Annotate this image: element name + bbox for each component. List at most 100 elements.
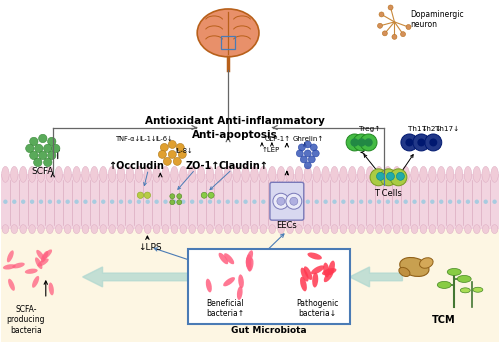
Circle shape [386,200,390,204]
Text: Pathogenic
bacteria↓: Pathogenic bacteria↓ [296,299,339,318]
Ellipse shape [206,166,214,182]
Circle shape [425,134,442,151]
Ellipse shape [10,166,18,182]
Circle shape [286,193,302,209]
Circle shape [341,200,345,204]
Ellipse shape [296,225,302,234]
Ellipse shape [118,225,124,234]
Ellipse shape [25,269,38,274]
Circle shape [332,200,336,204]
Circle shape [84,200,87,204]
Circle shape [388,5,393,10]
Ellipse shape [64,166,72,182]
Text: IL-6↓: IL-6↓ [156,137,173,142]
Circle shape [314,200,319,204]
Ellipse shape [428,166,436,182]
Ellipse shape [224,225,231,234]
Ellipse shape [250,166,258,182]
Ellipse shape [376,225,382,234]
Text: IL-8↓: IL-8↓ [176,149,193,154]
Text: T Cells: T Cells [374,189,402,198]
Text: TNF-α↓: TNF-α↓ [116,137,140,142]
Ellipse shape [251,225,258,234]
Circle shape [310,144,317,151]
Circle shape [290,197,298,205]
Ellipse shape [32,276,39,288]
Circle shape [296,200,301,204]
Circle shape [439,200,444,204]
Ellipse shape [402,166,409,182]
Circle shape [177,194,182,199]
Ellipse shape [224,166,232,182]
Circle shape [48,200,52,204]
Ellipse shape [324,270,334,282]
Ellipse shape [400,258,429,276]
Ellipse shape [2,225,8,234]
Ellipse shape [246,257,252,271]
Ellipse shape [420,225,427,234]
Circle shape [368,200,372,204]
Ellipse shape [328,261,335,275]
Circle shape [12,200,16,204]
Circle shape [154,200,159,204]
Circle shape [30,151,38,159]
Text: SCFA-
producing
bacteria: SCFA- producing bacteria [6,305,45,335]
Ellipse shape [447,225,454,234]
Circle shape [412,200,416,204]
Text: ↑LEP: ↑LEP [262,147,280,153]
Ellipse shape [135,166,142,182]
Ellipse shape [286,166,294,182]
Ellipse shape [260,225,266,234]
Circle shape [34,144,43,153]
Text: ZO-1↑: ZO-1↑ [185,161,220,172]
Ellipse shape [223,277,235,286]
Ellipse shape [482,166,490,182]
Ellipse shape [492,225,498,234]
Ellipse shape [304,225,311,234]
Ellipse shape [197,9,259,57]
Ellipse shape [304,166,312,182]
Circle shape [382,31,388,36]
Ellipse shape [278,166,285,182]
Ellipse shape [473,287,483,292]
Circle shape [66,200,70,204]
Ellipse shape [304,267,312,280]
Circle shape [3,200,8,204]
Ellipse shape [323,263,330,277]
Ellipse shape [108,166,116,182]
Ellipse shape [340,166,347,182]
Ellipse shape [38,225,44,234]
Ellipse shape [312,273,318,287]
Circle shape [164,157,172,165]
Circle shape [430,139,438,146]
Circle shape [177,200,182,205]
Circle shape [306,200,310,204]
Ellipse shape [384,225,391,234]
Ellipse shape [349,225,356,234]
Ellipse shape [295,166,302,182]
Ellipse shape [154,225,160,234]
Circle shape [30,200,34,204]
Circle shape [457,200,461,204]
Ellipse shape [224,253,234,264]
Circle shape [136,200,141,204]
Text: ↑Occludin: ↑Occludin [108,161,164,172]
Circle shape [21,200,25,204]
Ellipse shape [411,166,418,182]
Circle shape [56,200,61,204]
Circle shape [160,143,168,151]
Ellipse shape [429,225,436,234]
Ellipse shape [20,166,27,182]
Circle shape [137,192,143,199]
Circle shape [176,143,184,151]
Circle shape [308,156,315,163]
Circle shape [400,32,406,37]
Ellipse shape [126,166,134,182]
Circle shape [39,200,43,204]
Polygon shape [82,267,190,287]
Circle shape [168,141,176,149]
Ellipse shape [311,265,324,274]
Circle shape [226,200,230,204]
Ellipse shape [29,225,35,234]
Ellipse shape [171,225,177,234]
